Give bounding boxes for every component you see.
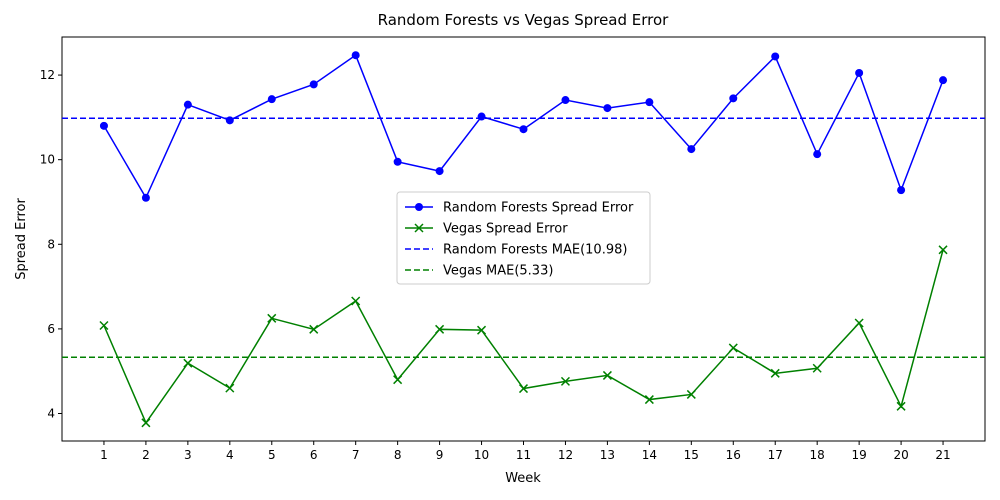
chart-title: Random Forests vs Vegas Spread Error (378, 11, 670, 29)
vegas-data-point (183, 358, 193, 368)
rf-data-point (267, 95, 276, 104)
x-tick-label: 3 (184, 448, 192, 462)
rf-data-point (813, 150, 822, 159)
y-tick-label: 12 (40, 68, 55, 82)
rf-data-point (855, 68, 864, 77)
legend-label: Random Forests Spread Error (443, 201, 634, 216)
rf-data-point (435, 167, 444, 176)
legend-marker-circle (415, 203, 423, 211)
x-tick-label: 13 (600, 448, 615, 462)
rf-data-point (141, 193, 150, 202)
x-tick-label: 9 (436, 448, 444, 462)
x-tick-label: 16 (726, 448, 741, 462)
x-tick-label: 6 (310, 448, 318, 462)
x-tick-label: 19 (851, 448, 866, 462)
vegas-data-point (225, 383, 235, 393)
legend-box (396, 191, 651, 285)
vegas-data-point (309, 324, 319, 334)
x-tick-label: 17 (768, 448, 783, 462)
legend-entry-rf-series: Random Forests Spread Error (405, 201, 634, 216)
vegas-data-point (728, 343, 738, 353)
vegas-data-point (435, 324, 445, 334)
legend-entry-vegas-mae: Vegas MAE(5.33) (405, 264, 553, 279)
y-tick-label: 6 (47, 322, 55, 336)
legend-label: Vegas Spread Error (443, 222, 568, 237)
vegas-data-point (393, 375, 403, 385)
vegas-data-point (351, 296, 361, 306)
x-tick-label: 1 (100, 448, 108, 462)
vegas-data-point (477, 325, 487, 335)
vegas-data-point (267, 313, 277, 323)
x-tick-label: 15 (684, 448, 699, 462)
x-tick-label: 21 (935, 448, 950, 462)
vegas-data-point (644, 395, 654, 405)
y-tick-label: 8 (47, 237, 55, 251)
rf-data-point (519, 125, 528, 134)
x-tick-label: 18 (810, 448, 825, 462)
rf-data-point (309, 80, 318, 89)
y-tick-label: 10 (40, 153, 55, 167)
x-tick-label: 12 (558, 448, 573, 462)
vegas-data-point (560, 376, 570, 386)
vegas-data-point (141, 418, 151, 428)
rf-data-point (225, 116, 234, 125)
x-tick-label: 20 (893, 448, 908, 462)
rf-data-point (351, 51, 360, 60)
rf-data-point (939, 76, 948, 85)
x-tick-label: 11 (516, 448, 531, 462)
vegas-data-point (99, 320, 109, 331)
vegas-data-point (896, 401, 906, 411)
legend-marker-x (414, 223, 424, 233)
legend-entry-rf-mae: Random Forests MAE(10.98) (405, 243, 627, 258)
x-tick-label: 14 (642, 448, 657, 462)
x-axis-title: Week (505, 471, 541, 486)
vegas-data-point (938, 245, 948, 255)
x-tick-label: 8 (394, 448, 402, 462)
vegas-data-point (770, 368, 780, 378)
legend-entry-vegas-series: Vegas Spread Error (405, 222, 568, 237)
rf-data-point (771, 52, 780, 61)
legend-label: Vegas MAE(5.33) (443, 264, 553, 279)
x-tick-label: 10 (474, 448, 489, 462)
vegas-data-point (854, 318, 864, 328)
x-tick-label: 5 (268, 448, 276, 462)
x-tick-label: 7 (352, 448, 360, 462)
rf-data-point (99, 121, 108, 130)
legend-label: Random Forests MAE(10.98) (443, 243, 627, 258)
vegas-data-point (518, 384, 529, 394)
rf-data-point (183, 100, 192, 109)
vegas-data-point (686, 389, 696, 399)
x-tick-label: 2 (142, 448, 150, 462)
vegas-data-point (602, 370, 612, 380)
rf-data-point (687, 145, 696, 154)
rf-data-point (603, 104, 612, 113)
rf-data-point (477, 112, 486, 121)
legend: Random Forests Spread Error Vegas Spread … (396, 191, 651, 285)
rf-data-point (645, 98, 654, 107)
vegas-data-point (812, 363, 822, 373)
rf-data-point (561, 96, 570, 105)
x-tick-label: 4 (226, 448, 234, 462)
rf-data-point (729, 94, 738, 103)
rf-data-point (897, 186, 906, 195)
y-tick-label: 4 (47, 407, 55, 421)
rf-data-point (393, 157, 402, 166)
y-axis-title: Spread Error (14, 198, 29, 280)
